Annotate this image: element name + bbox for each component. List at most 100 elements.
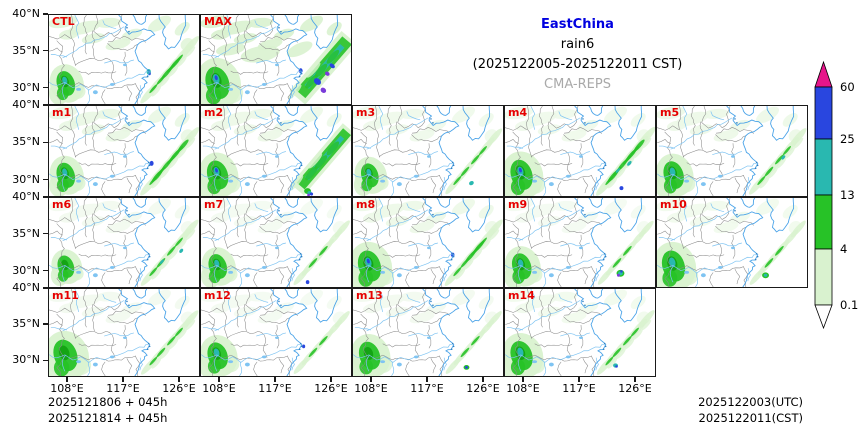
lat-tick-mark xyxy=(43,87,48,89)
colorbar-tick-label: 60 xyxy=(840,80,855,94)
lat-tick-mark xyxy=(43,270,48,272)
lon-tick-label: 108°E xyxy=(202,382,236,395)
lon-tick-label: 108°E xyxy=(354,382,388,395)
lon-tick-label: 126°E xyxy=(314,382,348,395)
lat-tick-mark xyxy=(43,196,48,198)
title-period: (2025122005-2025122011 CST) xyxy=(472,57,683,72)
colorbar-segment xyxy=(814,138,833,196)
panel-m2: m2 xyxy=(200,105,352,197)
lat-tick-label: 35°N xyxy=(12,317,40,330)
panel-label: m7 xyxy=(204,198,224,211)
lon-tick-label: 126°E xyxy=(466,382,500,395)
colorbar-tick-label: 0.1 xyxy=(840,298,859,312)
footer-valid-utc: 2025122003(UTC) xyxy=(698,395,803,409)
panel-label: m1 xyxy=(52,106,72,119)
lat-tick-mark xyxy=(43,50,48,52)
colorbar-arrow-over xyxy=(814,60,833,88)
lat-tick-mark xyxy=(43,13,48,15)
lat-tick-mark xyxy=(43,359,48,361)
panel-label: m8 xyxy=(356,198,376,211)
panel-m14: m14 xyxy=(504,288,656,377)
lat-tick-mark xyxy=(43,287,48,289)
panel-m9: m9 xyxy=(504,197,656,288)
panel-label: m2 xyxy=(204,106,224,119)
lat-tick-mark xyxy=(43,141,48,143)
lon-tick-mark xyxy=(634,377,636,382)
panel-label: m12 xyxy=(204,289,231,302)
lat-tick-label: 40°N xyxy=(12,98,40,111)
lon-tick-mark xyxy=(274,377,276,382)
colorbar-tick-label: 25 xyxy=(840,132,855,146)
panel-label: m5 xyxy=(660,106,680,119)
lon-tick-label: 117°E xyxy=(258,382,292,395)
lat-tick-label: 40°N xyxy=(12,281,40,294)
lat-tick-label: 35°N xyxy=(12,43,40,57)
panel-m13: m13 xyxy=(352,288,504,377)
lat-tick-label: 40°N xyxy=(12,190,40,203)
lat-tick-mark xyxy=(43,323,48,325)
panel-label: m9 xyxy=(508,198,528,211)
lat-tick-mark xyxy=(43,233,48,235)
panel-m10: m10 xyxy=(656,197,808,288)
lon-tick-mark xyxy=(522,377,524,382)
panel-label: m3 xyxy=(356,106,376,119)
colorbar-segment xyxy=(814,194,833,250)
panel-m5: m5 xyxy=(656,105,808,197)
panel-m8: m8 xyxy=(352,197,504,288)
lon-tick-mark xyxy=(330,377,332,382)
lat-tick-label: 30°N xyxy=(12,172,40,186)
lon-tick-label: 117°E xyxy=(410,382,444,395)
lon-tick-label: 117°E xyxy=(106,382,140,395)
panel-label: m10 xyxy=(660,198,687,211)
footer-init-line-1: 2025121806 + 045h xyxy=(48,395,168,409)
title-block: EastChina rain6 (2025122005-2025122011 C… xyxy=(450,15,705,95)
lon-tick-mark xyxy=(122,377,124,382)
panel-m3: m3 xyxy=(352,105,504,197)
lat-tick-label: 30°N xyxy=(12,263,40,277)
lat-tick-label: 30°N xyxy=(12,353,40,367)
lon-tick-mark xyxy=(178,377,180,382)
lat-tick-mark xyxy=(43,104,48,106)
lon-tick-mark xyxy=(66,377,68,382)
lon-tick-label: 126°E xyxy=(162,382,196,395)
lon-tick-mark xyxy=(218,377,220,382)
lon-tick-label: 126°E xyxy=(618,382,652,395)
panel-label: m4 xyxy=(508,106,528,119)
panel-CTL: CTL xyxy=(48,14,200,105)
panel-MAX: MAX xyxy=(200,14,352,105)
panel-m1: m1 xyxy=(48,105,200,197)
colorbar-arrow-under xyxy=(814,304,833,330)
panel-m6: m6 xyxy=(48,197,200,288)
lon-tick-label: 108°E xyxy=(50,382,84,395)
colorbar: 60 25 13 4 0.1 xyxy=(807,55,860,345)
panel-label: m6 xyxy=(52,198,72,211)
lat-tick-label: 35°N xyxy=(12,226,40,240)
lon-tick-label: 117°E xyxy=(562,382,596,395)
lon-tick-mark xyxy=(426,377,428,382)
panel-m7: m7 xyxy=(200,197,352,288)
colorbar-tick-label: 13 xyxy=(840,188,855,202)
lat-tick-label: 35°N xyxy=(12,135,40,149)
lon-tick-mark xyxy=(370,377,372,382)
title-model: CMA-REPS xyxy=(544,77,611,92)
title-variable: rain6 xyxy=(560,37,595,52)
lon-tick-label: 108°E xyxy=(506,382,540,395)
lat-tick-label: 40°N xyxy=(12,7,40,20)
panel-label: MAX xyxy=(204,15,232,28)
lat-tick-mark xyxy=(43,178,48,181)
panel-label: m14 xyxy=(508,289,535,302)
lon-tick-mark xyxy=(578,377,580,382)
panel-label: CTL xyxy=(52,15,75,28)
panel-label: m11 xyxy=(52,289,79,302)
colorbar-segment xyxy=(814,86,833,140)
title-region: EastChina xyxy=(541,17,614,32)
colorbar-segment xyxy=(814,248,833,306)
lat-tick-label: 30°N xyxy=(12,80,40,94)
panel-m12: m12 xyxy=(200,288,352,377)
colorbar-tick-label: 4 xyxy=(840,242,848,256)
footer-init-line-2: 2025121814 + 045h xyxy=(48,411,168,425)
panel-label: m13 xyxy=(356,289,383,302)
panel-m11: m11 xyxy=(48,288,200,377)
footer-valid-cst: 2025122011(CST) xyxy=(698,411,804,425)
